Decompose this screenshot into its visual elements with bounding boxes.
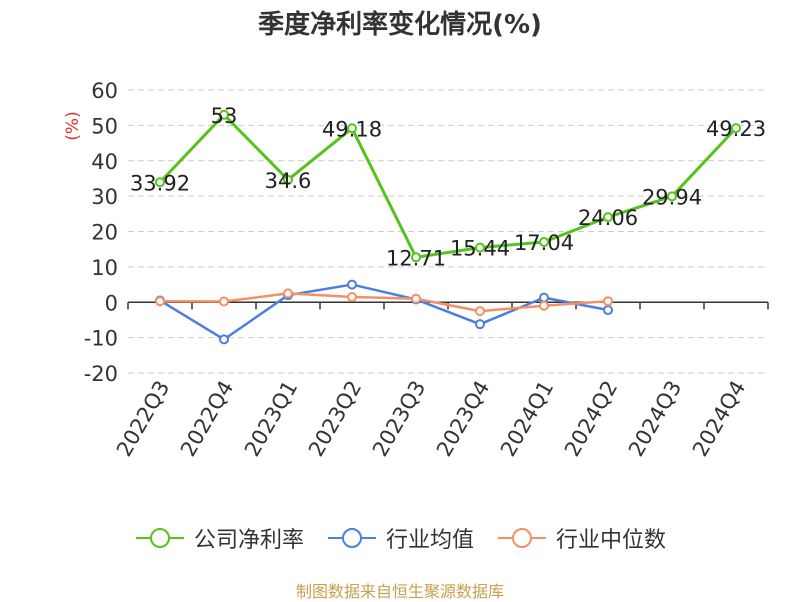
y-tick-label: 0 <box>105 291 118 315</box>
y-tick-label: 30 <box>91 185 118 209</box>
y-tick-label: -10 <box>84 327 118 351</box>
legend-marker-net-margin-icon <box>135 528 184 548</box>
data-point <box>539 300 549 311</box>
data-point <box>539 236 549 247</box>
data-point <box>603 212 613 223</box>
line-chart: 60 50 40 30 20 10 0 -10 -20 (%) 2022Q3 2022Q4 2023Q1… <box>63 79 769 461</box>
data-point <box>219 296 229 307</box>
data-label: 53 <box>211 104 238 128</box>
x-tick-label: 2022Q3 <box>112 377 174 461</box>
y-tick-label: 60 <box>91 79 118 103</box>
data-point <box>603 305 613 316</box>
legend-label-industry-mean: 行业均值 <box>385 528 474 553</box>
data-label: 49.23 <box>706 117 766 141</box>
x-tick-label: 2023Q3 <box>368 377 430 461</box>
data-point <box>219 109 229 120</box>
series-line <box>159 292 609 313</box>
x-tick-label: 2023Q2 <box>304 377 366 461</box>
legend-item-industry-mean[interactable]: 行业均值 <box>326 522 474 554</box>
data-label: 12.71 <box>386 246 446 270</box>
legend-marker-industry-mean-icon <box>327 528 376 548</box>
data-point <box>347 291 357 302</box>
x-tick-label: 2022Q4 <box>176 377 238 461</box>
legend-marker-industry-median-icon <box>498 528 546 548</box>
x-tick-label: 2023Q1 <box>240 377 302 461</box>
data-point <box>411 252 421 263</box>
y-tick-label: 50 <box>91 114 118 138</box>
data-source-note: 制图数据来自恒生聚源数据库 <box>295 582 504 601</box>
data-point <box>283 288 293 299</box>
y-axis-label: (%) <box>63 111 83 140</box>
x-tick-label: 2024Q3 <box>624 377 686 461</box>
data-label: 29.94 <box>642 185 702 209</box>
y-tick-label: 10 <box>91 256 118 280</box>
series-line <box>159 283 609 341</box>
data-point <box>411 293 421 304</box>
x-tick-label: 2023Q4 <box>432 377 494 461</box>
legend-item-industry-median[interactable]: 行业中位数 <box>496 522 666 554</box>
legend-label-net-margin: 公司净利率 <box>193 528 304 553</box>
data-label: 24.06 <box>578 206 638 230</box>
x-tick-label: 2024Q1 <box>496 377 558 461</box>
x-tick-label: 2024Q2 <box>560 377 622 461</box>
data-point <box>475 319 485 330</box>
legend-item-net-margin[interactable]: 公司净利率 <box>134 522 304 554</box>
data-point <box>603 296 613 307</box>
data-label: 33.92 <box>130 171 190 195</box>
data-label: 15.44 <box>450 237 510 261</box>
y-tick-label: -20 <box>84 362 118 386</box>
data-point <box>475 242 485 253</box>
chart-title: 季度净利率变化情况(%) <box>258 10 542 40</box>
data-point <box>155 296 165 307</box>
series-line <box>158 113 738 259</box>
data-point <box>283 174 293 185</box>
y-tick-label: 20 <box>91 221 118 245</box>
data-point <box>667 191 677 202</box>
x-tick-label: 2024Q4 <box>688 377 750 461</box>
data-label: 17.04 <box>514 231 574 255</box>
data-point <box>539 292 549 303</box>
data-point <box>475 306 485 317</box>
legend-label-industry-median: 行业中位数 <box>556 528 667 553</box>
data-point <box>347 279 357 290</box>
legend: 公司净利率 行业均值 行业中位数 <box>0 522 800 554</box>
data-point <box>155 177 165 188</box>
data-point <box>731 123 741 134</box>
y-tick-label: 40 <box>91 150 118 174</box>
data-label: 34.6 <box>265 169 312 193</box>
data-label: 49.18 <box>322 117 382 141</box>
data-point <box>219 334 229 345</box>
data-point <box>347 123 357 134</box>
